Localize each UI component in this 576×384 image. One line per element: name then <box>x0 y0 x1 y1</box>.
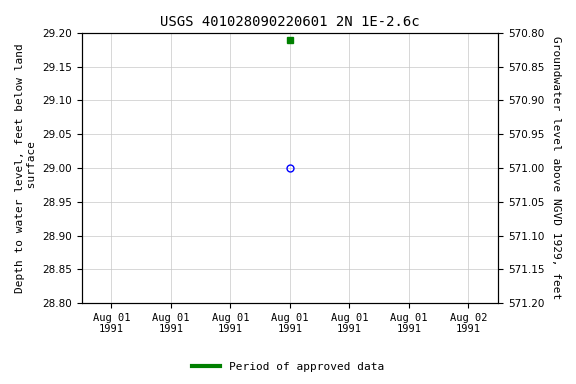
Title: USGS 401028090220601 2N 1E-2.6c: USGS 401028090220601 2N 1E-2.6c <box>160 15 420 29</box>
Legend: Period of approved data: Period of approved data <box>188 358 388 377</box>
Y-axis label: Groundwater level above NGVD 1929, feet: Groundwater level above NGVD 1929, feet <box>551 36 561 300</box>
Y-axis label: Depth to water level, feet below land
 surface: Depth to water level, feet below land su… <box>15 43 37 293</box>
